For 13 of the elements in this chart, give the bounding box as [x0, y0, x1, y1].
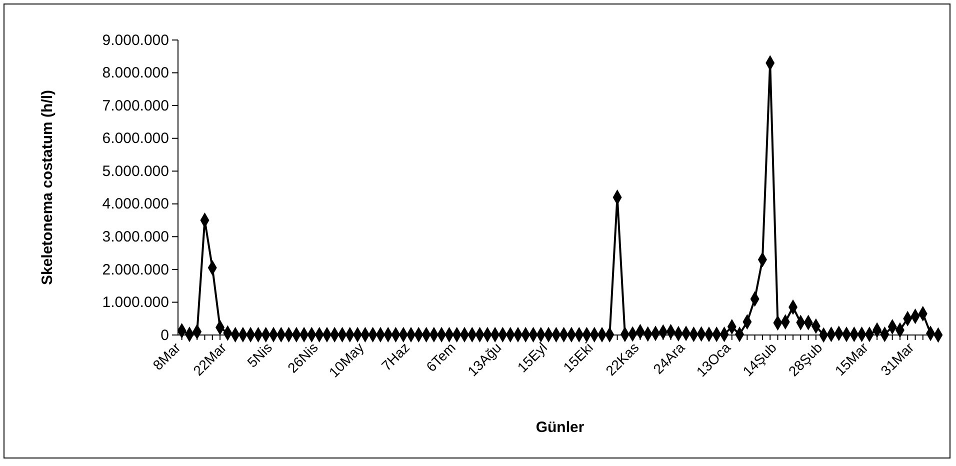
x-axis-title: Günler	[536, 419, 584, 436]
y-tick-label: 7.000.000	[102, 97, 169, 114]
y-tick-label: 2.000.000	[102, 261, 169, 278]
y-tick-label: 5.000.000	[102, 162, 169, 180]
y-tick-label: 0	[160, 326, 169, 344]
y-tick-label: 1.000.000	[102, 294, 169, 312]
y-tick-label: 6.000.000	[102, 130, 169, 148]
y-tick-label: 3.000.000	[102, 228, 169, 246]
y-tick-label: 9.000.000	[102, 32, 169, 49]
x-tick-label: 5Nis	[244, 339, 276, 370]
y-tick-label: 8.000.000	[102, 64, 169, 82]
y-tick-label: 4.000.000	[102, 196, 169, 213]
y-axis-title: Skeletonema costatum (h/l)	[39, 90, 56, 286]
